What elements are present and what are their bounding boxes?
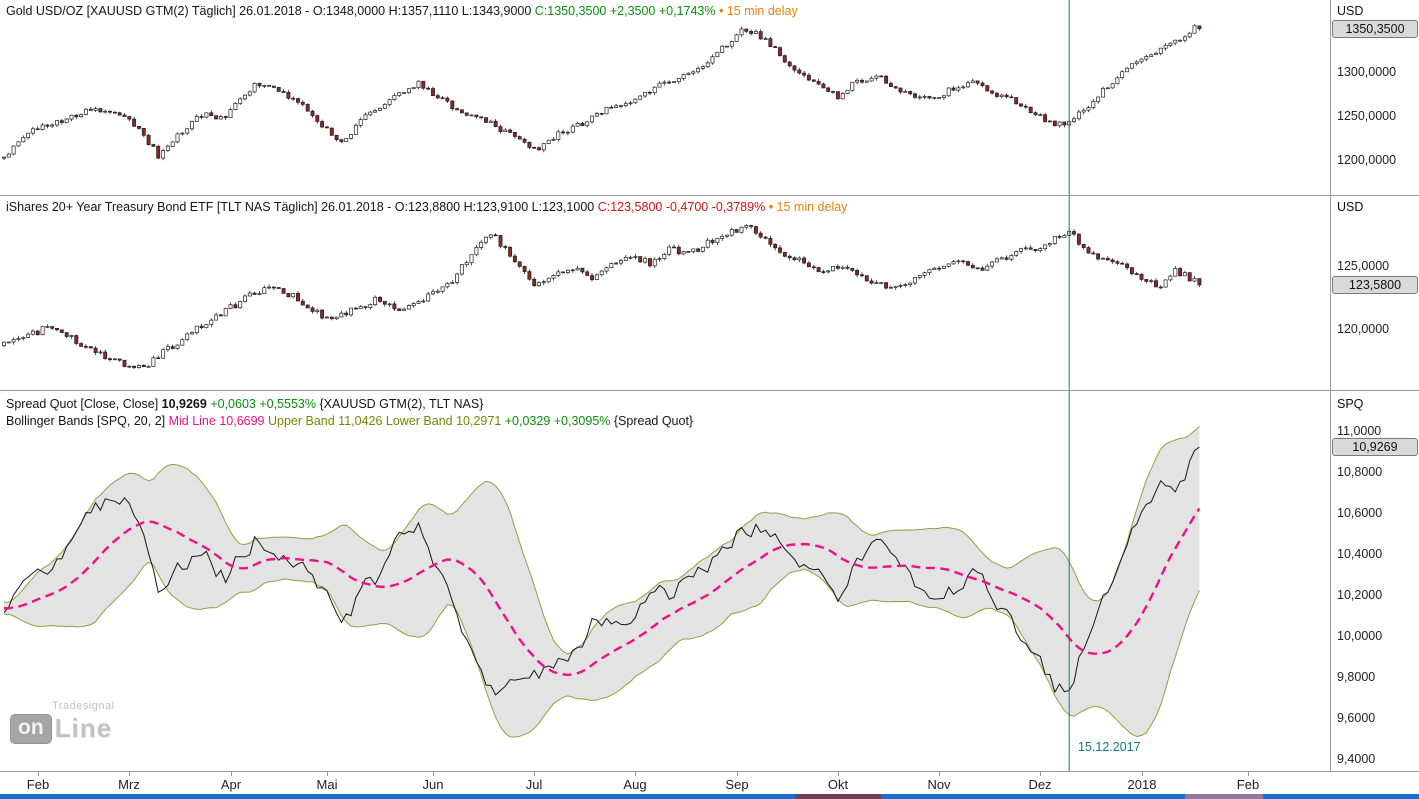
spread-change: +0,0603 +0,5553%: [210, 397, 320, 411]
tlt-instrument-label: iShares 20+ Year Treasury Bond ETF [TLT …: [6, 200, 395, 214]
tlt-close-change: C:123,5800 -0,4700 -0,3789%: [597, 200, 766, 214]
tlt-last-price-badge: 123,5800: [1332, 276, 1418, 294]
spread-axis-unit: SPQ: [1337, 397, 1364, 411]
crosshair-date-label: 15.12.2017: [1078, 740, 1141, 754]
time-axis-label: Mrz: [118, 777, 140, 792]
time-axis-label: Mai: [316, 777, 338, 792]
spread-axis-tick-label: 11,0000: [1337, 424, 1382, 438]
spread-name-label: Spread Quot [Close, Close]: [6, 397, 162, 411]
bollinger-name-label: Bollinger Bands [SPQ, 20, 2]: [6, 414, 169, 428]
time-axis-tick: [327, 772, 328, 776]
panel-divider[interactable]: [0, 195, 1419, 196]
gold-delay-label: 15 min delay: [726, 4, 798, 18]
spread-symbols-label: {XAUUSD GTM(2), TLT NAS}: [319, 397, 484, 411]
gold-panel-header: Gold USD/OZ [XAUUSD GTM(2) Täglich] 26.0…: [6, 4, 798, 18]
gold-ohl-values: O:1348,0000 H:1357,1110 L:1343,9000: [312, 4, 535, 18]
time-axis-tick: [635, 772, 636, 776]
watermark-on-logo: on: [10, 713, 52, 744]
spread-axis-tick-label: 10,0000: [1337, 629, 1383, 643]
bollinger-of-label: {Spread Quot}: [613, 414, 694, 428]
bollinger-header: Bollinger Bands [SPQ, 20, 2] Mid Line 10…: [6, 414, 693, 428]
time-axis-tick: [737, 772, 738, 776]
bollinger-midline-value: Mid Line 10,6699: [168, 414, 268, 428]
time-axis-tick: [38, 772, 39, 776]
time-axis-label: Okt: [827, 777, 849, 792]
time-axis-label: Dez: [1028, 777, 1052, 792]
watermark-brand-label: Tradesignal: [52, 700, 115, 712]
time-axis-label: Feb: [26, 777, 50, 792]
delay-bullet-icon: •: [715, 4, 727, 18]
time-axis-label: Feb: [1236, 777, 1260, 792]
tlt-candlestick-chart[interactable]: [0, 196, 1330, 390]
gold-axis-tick-label: 1300,0000: [1337, 65, 1397, 79]
time-axis-label: Sep: [725, 777, 749, 792]
gold-axis-tick-label: 1200,0000: [1337, 153, 1397, 167]
tlt-axis-tick-label: 125,0000: [1337, 259, 1390, 273]
time-axis-label: 2018: [1127, 777, 1157, 792]
xaxis-border: [0, 771, 1419, 772]
time-axis-tick: [231, 772, 232, 776]
gold-candlestick-chart[interactable]: [0, 0, 1330, 195]
time-axis-label: Nov: [927, 777, 951, 792]
time-axis-label: Jul: [525, 777, 543, 792]
spread-value: 10,9269: [161, 397, 211, 411]
tlt-axis-tick-label: 120,0000: [1337, 322, 1390, 336]
taskbar-artifact: [1185, 794, 1263, 799]
spread-axis-tick-label: 10,4000: [1337, 547, 1383, 561]
price-axis-border: [1330, 0, 1331, 772]
tlt-panel-header: iShares 20+ Year Treasury Bond ETF [TLT …: [6, 200, 847, 214]
watermark-line-logo: Line: [54, 713, 113, 743]
gold-last-price-badge: 1350,3500: [1332, 20, 1418, 38]
gold-axis-tick-label: 1250,0000: [1337, 109, 1397, 123]
taskbar-artifact: [795, 794, 881, 799]
spread-last-price-badge: 10,9269: [1332, 438, 1418, 456]
time-axis-tick: [1248, 772, 1249, 776]
time-axis-label: Aug: [623, 777, 647, 792]
spread-axis-tick-label: 9,4000: [1337, 752, 1376, 766]
bollinger-band-values: Upper Band 11,0426 Lower Band 10,2971: [267, 414, 505, 428]
spread-axis-tick-label: 9,6000: [1337, 711, 1376, 725]
time-axis-tick: [534, 772, 535, 776]
time-axis-tick: [838, 772, 839, 776]
gold-close-change: C:1350,3500 +2,3500 +0,1743%: [534, 4, 716, 18]
time-axis-tick: [129, 772, 130, 776]
time-axis-tick: [1142, 772, 1143, 776]
tradesignal-watermark: Tradesignal on Line: [10, 700, 115, 744]
tlt-delay-label: 15 min delay: [776, 200, 848, 214]
gold-instrument-label: Gold USD/OZ [XAUUSD GTM(2) Täglich] 26.0…: [6, 4, 313, 18]
time-axis[interactable]: Feb Mrz Apr Mai Jun Jul Aug Sep Okt Nov Dez 2018 Feb: [0, 772, 1419, 795]
bollinger-band-change: +0,0329 +0,3095%: [504, 414, 614, 428]
spread-panel-header: Spread Quot [Close, Close] 10,9269 +0,06…: [6, 397, 483, 411]
time-axis-label: Jun: [422, 777, 444, 792]
time-axis-tick: [1040, 772, 1041, 776]
gold-axis-unit: USD: [1337, 4, 1364, 18]
tlt-ohl-values: O:123,8800 H:123,9100 L:123,1000: [394, 200, 598, 214]
time-axis-tick: [939, 772, 940, 776]
spread-bollinger-chart[interactable]: [0, 391, 1330, 771]
time-axis-tick: [433, 772, 434, 776]
spread-axis-tick-label: 9,8000: [1337, 670, 1376, 684]
spread-axis-tick-label: 10,8000: [1337, 465, 1383, 479]
spread-axis-tick-label: 10,2000: [1337, 588, 1383, 602]
panel-divider[interactable]: [0, 390, 1419, 391]
window-edge-strip: [0, 794, 1419, 799]
spread-axis-tick-label: 10,6000: [1337, 506, 1383, 520]
tlt-axis-unit: USD: [1337, 200, 1364, 214]
delay-bullet-icon: •: [765, 200, 777, 214]
time-axis-label: Apr: [220, 777, 242, 792]
